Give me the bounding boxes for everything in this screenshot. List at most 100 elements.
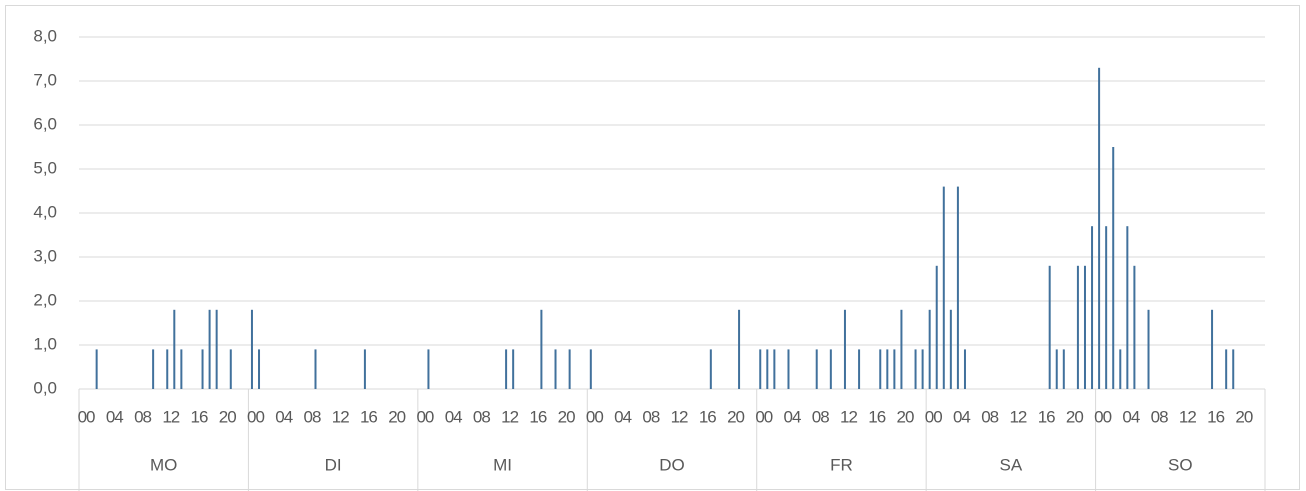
bar xyxy=(215,309,218,389)
bar xyxy=(95,349,98,389)
y-tick-label: 0,0 xyxy=(33,378,57,397)
bar xyxy=(427,349,430,389)
x-tick-label: 20 xyxy=(1066,407,1083,426)
bar xyxy=(229,349,232,389)
bar xyxy=(1098,67,1101,390)
x-tick-label: 12 xyxy=(671,407,688,426)
day-label: MI xyxy=(493,455,512,474)
bar xyxy=(1076,265,1079,389)
x-tick-label: 20 xyxy=(897,407,914,426)
x-tick-label: 12 xyxy=(840,407,857,426)
bar xyxy=(540,309,543,389)
x-tick-label: 00 xyxy=(416,407,433,426)
x-tick-label: 08 xyxy=(473,407,490,426)
bar xyxy=(921,349,924,389)
bar xyxy=(173,309,176,389)
day-label: SA xyxy=(1000,455,1023,474)
day-label: FR xyxy=(830,455,853,474)
x-tick-label: 16 xyxy=(191,407,208,426)
bar xyxy=(505,349,508,389)
bar xyxy=(942,186,945,389)
bar xyxy=(1225,349,1228,389)
x-tick-label: 12 xyxy=(1009,407,1026,426)
bar xyxy=(180,349,183,389)
x-tick-label: 00 xyxy=(78,407,95,426)
x-tick-label: 04 xyxy=(614,407,631,426)
bar xyxy=(1133,265,1136,389)
x-tick-label: 08 xyxy=(304,407,321,426)
bar xyxy=(1105,226,1108,389)
x-tick-label: 04 xyxy=(106,407,123,426)
x-tick-label: 16 xyxy=(529,407,546,426)
y-tick-label: 4,0 xyxy=(33,202,57,221)
x-tick-label: 20 xyxy=(727,407,744,426)
x-tick-label: 04 xyxy=(784,407,801,426)
bar xyxy=(843,309,846,389)
day-label: SO xyxy=(1168,455,1193,474)
bar xyxy=(554,349,557,389)
bar xyxy=(1055,349,1058,389)
x-tick-label: 12 xyxy=(162,407,179,426)
chart-border xyxy=(5,5,1300,490)
bar xyxy=(914,349,917,389)
bar xyxy=(949,309,952,389)
bar xyxy=(759,349,762,389)
x-tick-label: 00 xyxy=(1094,407,1111,426)
x-tick-label: 04 xyxy=(953,407,970,426)
bar xyxy=(829,349,832,389)
y-tick-label: 1,0 xyxy=(33,334,57,353)
x-tick-label: 00 xyxy=(925,407,942,426)
bar xyxy=(1119,349,1122,389)
bar xyxy=(1091,226,1094,389)
bar xyxy=(709,349,712,389)
x-tick-label: 08 xyxy=(981,407,998,426)
x-tick-label: 12 xyxy=(332,407,349,426)
x-tick-label: 00 xyxy=(247,407,264,426)
bar xyxy=(363,349,366,389)
bar xyxy=(1062,349,1065,389)
bar xyxy=(512,349,515,389)
x-tick-label: 04 xyxy=(1122,407,1139,426)
bar xyxy=(928,309,931,389)
bar xyxy=(1112,147,1115,389)
x-tick-label: 20 xyxy=(219,407,236,426)
bar xyxy=(963,349,966,389)
day-label: DO xyxy=(659,455,685,474)
y-tick-label: 6,0 xyxy=(33,114,57,133)
x-tick-label: 00 xyxy=(755,407,772,426)
x-tick-label: 08 xyxy=(134,407,151,426)
bar xyxy=(201,349,204,389)
bar xyxy=(787,349,790,389)
x-tick-label: 16 xyxy=(360,407,377,426)
bar xyxy=(1048,265,1051,389)
x-tick-label: 12 xyxy=(1179,407,1196,426)
x-tick-label: 16 xyxy=(1207,407,1224,426)
bar xyxy=(589,349,592,389)
bar xyxy=(1232,349,1235,389)
bar xyxy=(568,349,571,389)
y-tick-label: 2,0 xyxy=(33,290,57,309)
x-tick-label: 20 xyxy=(1235,407,1252,426)
bar xyxy=(258,349,261,389)
bar xyxy=(166,349,169,389)
bar xyxy=(1083,265,1086,389)
bar xyxy=(314,349,317,389)
bar xyxy=(886,349,889,389)
y-tick-label: 3,0 xyxy=(33,246,57,265)
x-tick-label: 08 xyxy=(812,407,829,426)
bar xyxy=(738,309,741,389)
bar xyxy=(879,349,882,389)
x-tick-label: 20 xyxy=(388,407,405,426)
x-tick-label: 12 xyxy=(501,407,518,426)
x-tick-label: 04 xyxy=(275,407,292,426)
x-tick-label: 00 xyxy=(586,407,603,426)
y-tick-label: 7,0 xyxy=(33,70,57,89)
day-label: DI xyxy=(325,455,342,474)
x-tick-label: 16 xyxy=(699,407,716,426)
y-tick-label: 8,0 xyxy=(33,26,57,45)
bar xyxy=(858,349,861,389)
x-tick-label: 16 xyxy=(1038,407,1055,426)
bar xyxy=(1147,309,1150,389)
bar xyxy=(766,349,769,389)
